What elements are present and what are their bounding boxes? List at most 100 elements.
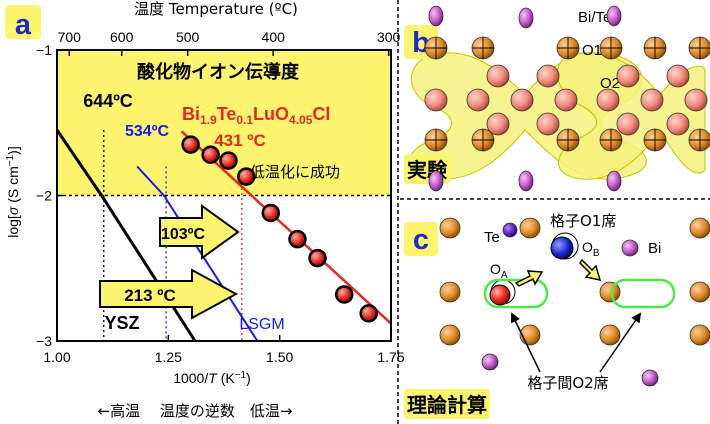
y-axis-label: log[σ (S cm−1)] bbox=[5, 146, 21, 237]
ob-main: O bbox=[582, 239, 593, 255]
bi-atom bbox=[641, 369, 659, 387]
arrow-213: 213 ºC bbox=[99, 268, 239, 320]
x-tick-label: 1.25 bbox=[155, 349, 182, 365]
top-tick-label: 700 bbox=[58, 29, 82, 45]
series-label-ysz: YSZ bbox=[104, 313, 139, 333]
material-formula: Bi1.9Te0.1LuO4.05Cl bbox=[182, 104, 330, 127]
o1-label: O1 bbox=[582, 42, 602, 59]
o2-atom bbox=[666, 64, 690, 88]
bi-te-atom bbox=[518, 170, 534, 192]
series-fit-line bbox=[180, 130, 392, 325]
top-tick-label: 400 bbox=[262, 29, 286, 45]
chart-title: 酸化物イオン伝導度 bbox=[137, 61, 300, 83]
formula-part: Te bbox=[217, 104, 237, 124]
ob-label: OB bbox=[582, 239, 600, 259]
o2-atom bbox=[510, 88, 534, 112]
data-point bbox=[261, 203, 281, 223]
o1-atom-c bbox=[550, 236, 574, 260]
y-tick-label: −1 bbox=[36, 42, 52, 58]
pointer-right bbox=[599, 312, 642, 373]
o2-atom bbox=[424, 88, 448, 112]
bi-label: Bi bbox=[648, 240, 661, 257]
data-point bbox=[219, 151, 238, 170]
o-lattice-atom bbox=[689, 217, 710, 239]
o-lattice-atom bbox=[519, 324, 541, 346]
pointer-left bbox=[510, 312, 541, 373]
o2-atom bbox=[684, 88, 708, 112]
panel-a-letter: a bbox=[15, 9, 32, 41]
arrow-103-text: 103ºC bbox=[161, 226, 206, 243]
bi-te-atom bbox=[428, 5, 444, 27]
top-axis-label: 温度 Temperature (ºC) bbox=[134, 0, 298, 18]
oa-main: O bbox=[490, 261, 501, 277]
data-point bbox=[181, 135, 200, 154]
panel-c-letter: c bbox=[413, 224, 429, 256]
series-label-lsgm: LSGM bbox=[239, 316, 284, 333]
data-point bbox=[201, 145, 220, 165]
motion-arrow-b bbox=[579, 258, 602, 281]
motion-arrow-a bbox=[514, 270, 544, 287]
o2-atom bbox=[466, 88, 490, 112]
o2-atom bbox=[486, 112, 510, 136]
bi-atom bbox=[481, 353, 499, 371]
y-label-sigma: σ bbox=[5, 206, 21, 215]
top-tick-label: 600 bbox=[110, 29, 134, 45]
x-tick-label: 1.75 bbox=[377, 349, 404, 365]
ob-sub: B bbox=[593, 248, 600, 259]
te-label: Te bbox=[484, 229, 500, 246]
data-point bbox=[359, 304, 378, 323]
bi-te-atom bbox=[518, 7, 534, 29]
x-tick-label: 1.50 bbox=[266, 349, 293, 365]
caption-c-badge bbox=[404, 389, 490, 419]
y-tick-label: −2 bbox=[36, 188, 52, 204]
o-lattice-atom bbox=[439, 217, 461, 239]
o-lattice-atom bbox=[599, 324, 621, 346]
x-tick-label: 1.00 bbox=[43, 349, 70, 365]
o-lattice-atom bbox=[689, 324, 710, 346]
arrow-103: 103ºC bbox=[159, 204, 240, 260]
y-label-unit: (S cm bbox=[5, 166, 21, 206]
o1-site-label: 格子O1席 bbox=[550, 212, 616, 230]
top-tick-label: 300 bbox=[377, 29, 401, 45]
y-label-close: )] bbox=[5, 146, 21, 155]
bi-atom bbox=[621, 239, 639, 257]
o2-atom bbox=[536, 112, 560, 136]
o2-atom bbox=[536, 64, 560, 88]
formula-subscript: 0.1 bbox=[236, 113, 253, 127]
o-lattice-atom bbox=[439, 324, 461, 346]
arrow-213-text: 213 ºC bbox=[124, 286, 176, 305]
top-tick-label: 500 bbox=[176, 29, 200, 45]
x-label-exp: −1 bbox=[235, 370, 247, 381]
o2-atom bbox=[596, 88, 620, 112]
bi-te-atom bbox=[428, 170, 444, 192]
caption-c: 理論計算 bbox=[407, 393, 487, 417]
bottom-note: ←高温 温度の逆数 低温→ bbox=[98, 402, 293, 420]
y-tick-label: −3 bbox=[36, 333, 52, 349]
oa-label: OA bbox=[490, 261, 508, 281]
data-point bbox=[308, 248, 327, 268]
formula-part: Cl bbox=[312, 104, 330, 124]
te-atom bbox=[502, 222, 518, 238]
y-label-exp: −1 bbox=[5, 154, 16, 166]
data-point bbox=[288, 229, 307, 249]
o2-atom bbox=[640, 88, 664, 112]
formula-subscript: 1.9 bbox=[200, 113, 217, 127]
oa-atom bbox=[489, 284, 511, 306]
o2-site-label: 格子間O2席 bbox=[527, 374, 608, 392]
data-point bbox=[334, 285, 354, 304]
o2-atom bbox=[554, 88, 578, 112]
bi-te-atom bbox=[606, 170, 622, 192]
o2-atom bbox=[666, 112, 690, 136]
formula-part: LuO bbox=[253, 104, 289, 124]
o-lattice-atom bbox=[519, 217, 541, 239]
data-point bbox=[237, 167, 256, 186]
o2-atom bbox=[616, 64, 640, 88]
x-label-text: 1000/ bbox=[173, 370, 208, 386]
bite-label: Bi/Te bbox=[578, 9, 611, 26]
o2-label: O2 bbox=[600, 75, 620, 92]
x-label-unit: (K bbox=[217, 370, 236, 386]
interstitial-site-left bbox=[483, 278, 549, 309]
panel-c: c Te Bi 格子O1席 OA OB 格子間O2席 理論計算 bbox=[404, 212, 710, 419]
panel-b: 実験 b Bi/Te O1 O2 bbox=[404, 5, 710, 192]
